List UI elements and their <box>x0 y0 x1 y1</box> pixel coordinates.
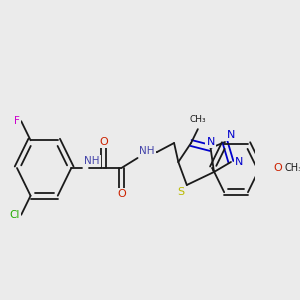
Text: S: S <box>177 187 184 197</box>
Text: CH₃: CH₃ <box>284 163 300 173</box>
Text: N: N <box>206 137 215 147</box>
Text: Cl: Cl <box>9 210 20 220</box>
Text: N: N <box>227 130 235 140</box>
Text: O: O <box>273 163 282 173</box>
Text: NH: NH <box>139 146 155 156</box>
Text: N: N <box>235 157 244 167</box>
Text: O: O <box>117 189 126 199</box>
Text: NH: NH <box>84 156 100 166</box>
Text: F: F <box>14 116 20 126</box>
Text: CH₃: CH₃ <box>190 115 206 124</box>
Text: O: O <box>99 137 108 147</box>
